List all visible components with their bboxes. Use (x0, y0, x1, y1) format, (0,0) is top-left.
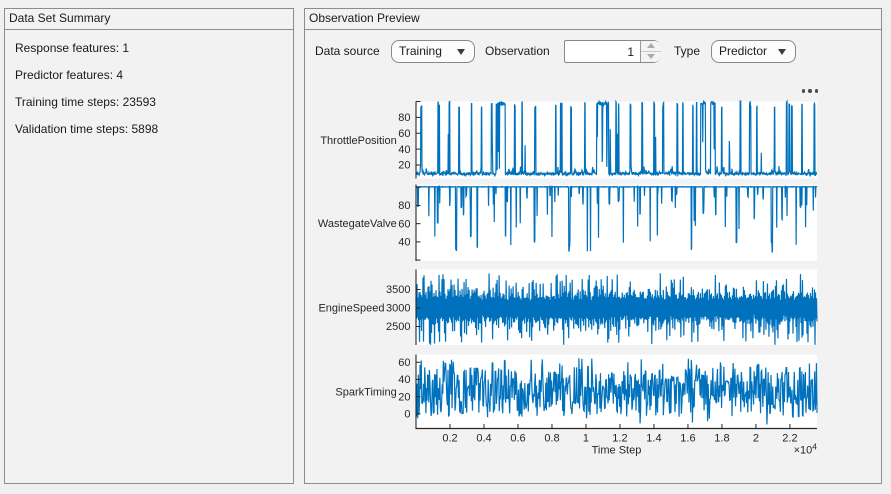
data-source-label: Data source (315, 44, 380, 58)
type-label: Type (674, 44, 701, 58)
data-set-summary-panel: Data Set Summary Response features: 1 Pr… (4, 8, 294, 484)
x-axis: 0.2 0.4 0.6 0.8 1 1.2 1.4 1.6 1.8 2 2.2 Time Step ×1… (415, 424, 818, 457)
subplot-SparkTiming: 0 20 40 60 SparkTiming (335, 354, 818, 429)
xtick-label: 1 (583, 433, 589, 445)
series-label-SparkTiming: SparkTiming (335, 387, 396, 399)
chevron-up-icon (647, 42, 655, 48)
ellipsis-icon (802, 89, 806, 93)
chevron-down-icon (647, 54, 655, 60)
signal-line-WastegateValve (415, 184, 818, 253)
chevron-down-icon (457, 49, 465, 55)
observation-preview-title: Observation Preview (309, 11, 420, 25)
observation-label: Observation (485, 44, 550, 58)
xtick-label: 1.4 (646, 433, 661, 445)
summary-response-features: Response features: 1 (15, 41, 130, 55)
observation-spinner (564, 40, 661, 63)
ellipsis-icon (814, 89, 818, 93)
ellipsis-icon (808, 89, 812, 93)
spinner-down-button[interactable] (641, 51, 661, 62)
chevron-down-icon (778, 49, 786, 55)
ytick-label: 20 (398, 160, 410, 172)
data-source-dropdown[interactable]: Training (391, 40, 475, 63)
signal-line-ThrottlePosition (415, 99, 818, 178)
data-set-summary-header: Data Set Summary (5, 9, 293, 30)
ytick-label: 0 (404, 409, 410, 421)
type-dropdown[interactable]: Predictor (711, 40, 796, 63)
series-label-ThrottlePosition: ThrottlePosition (320, 135, 396, 147)
spinner-up-button[interactable] (641, 41, 661, 52)
xtick-label: 0.8 (544, 433, 559, 445)
ytick-label: 80 (398, 200, 410, 212)
ytick-label: 3500 (386, 284, 410, 296)
observation-toolbar: Data source Training Observation Type Pr… (305, 40, 881, 63)
observation-preview-header: Observation Preview (305, 9, 881, 30)
more-options-button[interactable] (802, 86, 818, 96)
summary-training-time-steps: Training time steps: 23593 (15, 95, 156, 109)
signal-line-SparkTiming (415, 358, 818, 425)
xtick-label: 0.2 (442, 433, 457, 445)
ytick-label: 60 (398, 357, 410, 369)
summary-validation-time-steps: Validation time steps: 5898 (15, 122, 159, 136)
data-source-dropdown-value: Training (399, 44, 442, 58)
xtick-label: 1.6 (680, 433, 695, 445)
ytick-label: 60 (398, 128, 410, 140)
ytick-label: 80 (398, 112, 410, 124)
xtick-label: 0.6 (510, 433, 525, 445)
observation-input[interactable] (565, 41, 640, 62)
series-label-EngineSpeed: EngineSpeed (318, 302, 384, 314)
ytick-label: 2500 (386, 321, 410, 333)
summary-predictor-features: Predictor features: 4 (15, 68, 124, 82)
ytick-label: 40 (398, 144, 410, 156)
ytick-label: 20 (398, 391, 410, 403)
ytick-label: 40 (398, 237, 410, 249)
xtick-label: 0.4 (476, 433, 491, 445)
xtick-label: 1.2 (612, 433, 627, 445)
xtick-label: 1.8 (714, 433, 729, 445)
observation-spinner-buttons (640, 41, 661, 62)
x-axis-multiplier: ×104 (794, 442, 818, 457)
xtick-label: 2.2 (782, 433, 797, 445)
ytick-label: 60 (398, 218, 410, 230)
series-label-WastegateValve: WastegateValve (318, 218, 397, 230)
xtick-label: 2 (753, 433, 759, 445)
data-set-summary-body: Response features: 1 Predictor features:… (5, 30, 293, 139)
x-axis-title: Time Step (592, 445, 642, 457)
signal-line-EngineSpeed (415, 273, 818, 345)
type-dropdown-value: Predictor (719, 44, 768, 58)
ytick-label: 3000 (386, 303, 410, 315)
plot-background-WastegateValve (416, 184, 817, 261)
ytick-label: 40 (398, 374, 410, 386)
data-set-summary-title: Data Set Summary (9, 11, 111, 25)
